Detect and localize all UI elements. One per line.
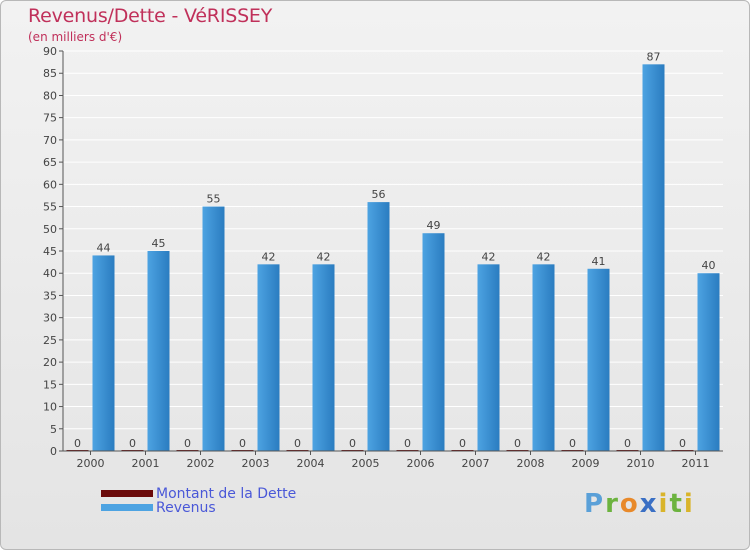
legend-swatch-revenus xyxy=(101,504,153,511)
y-tick-label: 45 xyxy=(43,245,57,258)
y-tick-label: 50 xyxy=(43,223,57,236)
legend-label-dette: Montant de la Dette xyxy=(156,486,297,502)
x-tick-label: 2002 xyxy=(187,457,215,470)
bar-revenus xyxy=(367,202,390,451)
y-tick-label: 20 xyxy=(43,356,57,369)
bar-revenus xyxy=(642,64,665,452)
x-tick-label: 2003 xyxy=(242,457,270,470)
x-tick-label: 2008 xyxy=(517,457,545,470)
x-tick-label: 2011 xyxy=(682,457,710,470)
bar-revenus xyxy=(202,206,225,451)
data-label-dette: 0 xyxy=(74,437,81,450)
data-label-revenus: 44 xyxy=(97,241,111,254)
x-tick-label: 2009 xyxy=(572,457,600,470)
legend-label-revenus: Revenus xyxy=(156,500,216,516)
y-tick-label: 55 xyxy=(43,201,57,214)
bar-revenus xyxy=(422,233,445,451)
proxiti-logo: Proxiti xyxy=(584,489,695,519)
data-label-dette: 0 xyxy=(349,437,356,450)
x-tick-label: 2004 xyxy=(297,457,325,470)
chart-subtitle: (en milliers d'€) xyxy=(28,30,123,44)
data-label-revenus: 42 xyxy=(262,250,276,263)
data-label-dette: 0 xyxy=(239,437,246,450)
y-tick-label: 15 xyxy=(43,378,57,391)
y-tick-label: 25 xyxy=(43,334,57,347)
y-tick-label: 85 xyxy=(43,67,57,80)
data-label-revenus: 41 xyxy=(592,255,606,268)
x-tick-label: 2010 xyxy=(627,457,655,470)
legend-swatch-dette xyxy=(101,490,153,497)
x-tick-label: 2007 xyxy=(462,457,490,470)
data-label-revenus: 55 xyxy=(207,193,221,206)
x-tick-label: 2006 xyxy=(407,457,435,470)
y-tick-label: 35 xyxy=(43,289,57,302)
data-label-revenus: 42 xyxy=(482,250,496,263)
bar-revenus xyxy=(532,264,555,451)
bar-revenus xyxy=(697,273,720,451)
data-label-dette: 0 xyxy=(514,437,521,450)
y-tick-label: 0 xyxy=(50,445,57,458)
x-tick-label: 2005 xyxy=(352,457,380,470)
bar-revenus xyxy=(477,264,500,451)
y-tick-label: 65 xyxy=(43,156,57,169)
y-tick-label: 30 xyxy=(43,312,57,325)
bar-revenus xyxy=(587,268,610,451)
x-tick-label: 2001 xyxy=(132,457,160,470)
data-label-revenus: 87 xyxy=(647,50,661,63)
data-label-dette: 0 xyxy=(459,437,466,450)
bar-revenus xyxy=(257,264,280,451)
y-tick-label: 5 xyxy=(50,423,57,436)
y-tick-label: 80 xyxy=(43,89,57,102)
y-tick-label: 90 xyxy=(43,45,57,58)
data-label-dette: 0 xyxy=(569,437,576,450)
bar-revenus xyxy=(92,255,115,451)
data-label-dette: 0 xyxy=(184,437,191,450)
data-label-dette: 0 xyxy=(624,437,631,450)
data-label-dette: 0 xyxy=(679,437,686,450)
y-tick-label: 75 xyxy=(43,112,57,125)
data-label-dette: 0 xyxy=(129,437,136,450)
data-label-revenus: 56 xyxy=(372,188,386,201)
y-tick-label: 40 xyxy=(43,267,57,280)
bar-revenus xyxy=(147,251,170,451)
data-label-revenus: 42 xyxy=(317,250,331,263)
data-label-revenus: 42 xyxy=(537,250,551,263)
data-label-revenus: 45 xyxy=(152,237,166,250)
y-tick-label: 60 xyxy=(43,178,57,191)
y-tick-label: 10 xyxy=(43,401,57,414)
y-tick-label: 70 xyxy=(43,134,57,147)
data-label-dette: 0 xyxy=(404,437,411,450)
data-label-revenus: 49 xyxy=(427,219,441,232)
data-label-revenus: 40 xyxy=(702,259,716,272)
data-label-dette: 0 xyxy=(294,437,301,450)
x-tick-label: 2000 xyxy=(77,457,105,470)
bar-revenus xyxy=(312,264,335,451)
chart-title: Revenus/Dette - VéRISSEY xyxy=(28,5,273,27)
